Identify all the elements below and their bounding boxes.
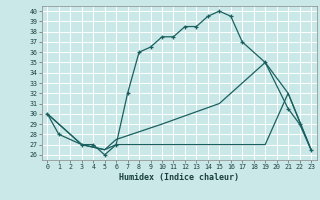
X-axis label: Humidex (Indice chaleur): Humidex (Indice chaleur): [119, 173, 239, 182]
